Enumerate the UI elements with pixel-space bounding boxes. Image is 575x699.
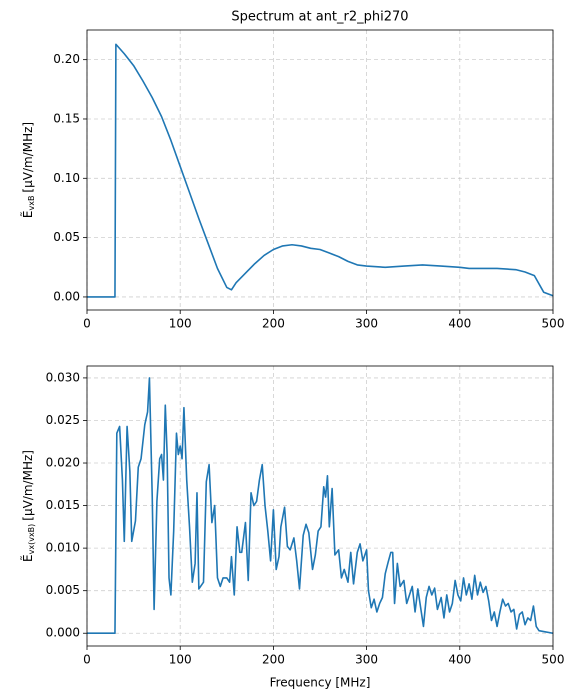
x-tick-label: 200 — [262, 317, 285, 331]
y-label-unit: [μV/m/MHz] — [21, 122, 35, 193]
x-tick-label: 500 — [542, 653, 565, 667]
x-tick-label: 500 — [542, 317, 565, 331]
y-tick-label: 0.030 — [46, 370, 80, 384]
axes-frame — [86, 29, 554, 311]
y-label-subscript: vxB — [27, 196, 36, 211]
y-tick-label: 0.00 — [53, 289, 80, 303]
y-tick-label: 0.020 — [46, 456, 80, 470]
y-axis-label: ẼvxB [μV/m/MHz] — [20, 122, 36, 218]
x-tick-label: 400 — [448, 653, 471, 667]
subplot: 0.00 0.05 0.10 0.15 0.20 0 100 200 300 400 500 Spec… — [20, 10, 565, 331]
y-tick-label: 0.015 — [46, 498, 80, 512]
x-tick-label: 400 — [448, 317, 471, 331]
x-tick-label: 100 — [169, 317, 192, 331]
x-tick-label: 300 — [355, 653, 378, 667]
y-tick-label: 0.005 — [46, 583, 80, 597]
x-tick-label: 100 — [169, 653, 192, 667]
y-tick-label: 0.05 — [53, 230, 80, 244]
line-series — [87, 377, 554, 635]
y-tick-label: 0.15 — [53, 111, 80, 125]
y-label-unit: [μV/m/MHz] — [21, 450, 35, 521]
y-label-symbol: Ẽ — [20, 211, 35, 219]
x-axis-label: Frequency [MHz] — [270, 676, 371, 690]
chart-title: Spectrum at ant_r2_phi270 — [231, 10, 408, 25]
y-tick-label: 0.10 — [53, 171, 80, 185]
x-tick-label: 300 — [355, 317, 378, 331]
y-tick-label: 0.010 — [46, 541, 80, 555]
x-tick-label: 0 — [83, 653, 91, 667]
x-tick-label: 0 — [83, 317, 91, 331]
y-label-symbol: Ẽ — [20, 554, 35, 562]
axes-frame — [86, 365, 554, 647]
x-tick-label: 200 — [262, 653, 285, 667]
y-tick-label: 0.20 — [53, 52, 80, 66]
y-tick-label: 0.000 — [46, 626, 80, 640]
y-tick-label: 0.025 — [46, 413, 80, 427]
y-axis-label: Ẽvx(vxB) [μV/m/MHz] — [20, 450, 36, 562]
subplot: 0.000 0.005 0.010 0.015 0.020 0.025 0.030 0 100 2… — [20, 365, 565, 690]
y-label-subscript: vx(vxB) — [27, 524, 36, 555]
line-series — [87, 43, 554, 298]
